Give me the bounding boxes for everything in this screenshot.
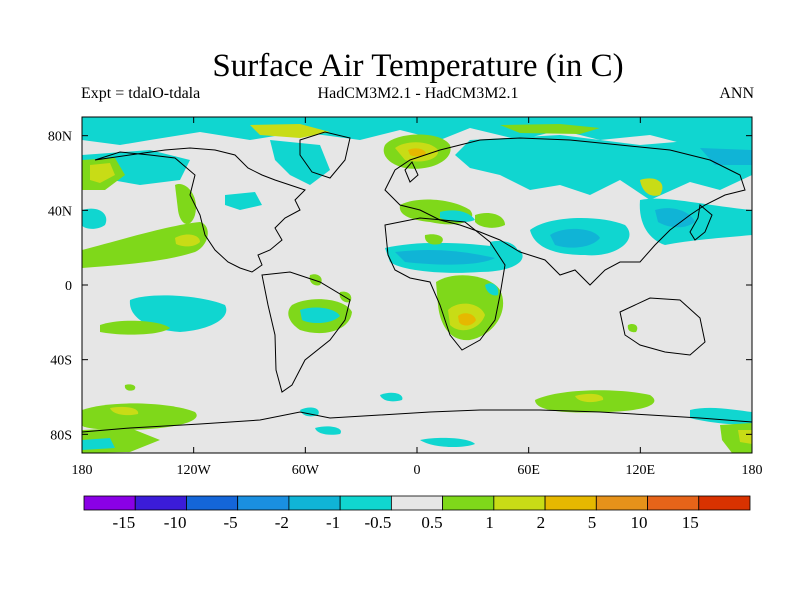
southern-ocean-yellow-west xyxy=(110,406,139,416)
us-east-cyan xyxy=(225,192,262,210)
colorbar: -15 -10 -5 -2 -1 -0.5 0.5 1 2 5 10 15 xyxy=(83,495,751,532)
coastlines xyxy=(82,131,752,433)
tibet-lightblue xyxy=(550,228,600,248)
y-tick-label: 40N xyxy=(48,204,72,219)
southern-ocean-cyan-mid2 xyxy=(315,426,341,435)
caspian-green xyxy=(475,213,505,228)
coast-eurasia xyxy=(384,137,746,286)
colorbar-swatch xyxy=(442,495,495,511)
x-tick-label: 60E xyxy=(517,463,540,478)
south-pacific-green xyxy=(100,320,170,335)
colorbar-swatch xyxy=(288,495,341,511)
experiment-label: Expt = tdalO-tdala xyxy=(81,85,201,102)
colorbar-swatch xyxy=(595,495,648,511)
npacific-yellow xyxy=(175,234,200,247)
antarctic-cyan-west xyxy=(82,438,115,450)
map-title: Surface Air Temperature (in C) xyxy=(212,48,624,84)
arctic-yellow-patch xyxy=(250,124,330,138)
colorbar-swatch xyxy=(83,495,136,511)
x-tick-label: 180 xyxy=(742,463,763,478)
samerica-cyan xyxy=(300,307,340,324)
colorbar-swatch xyxy=(390,495,444,511)
colorbar-swatch xyxy=(493,495,546,511)
colorbar-label: -15 xyxy=(113,513,136,532)
mediterranean-cyan xyxy=(440,210,475,223)
colorbar-label: 15 xyxy=(682,513,699,532)
coast-uk xyxy=(404,161,419,183)
coast-south-america xyxy=(261,271,351,393)
x-tick-label: 120W xyxy=(177,463,212,478)
southern-ocean-cyan-mid xyxy=(300,407,319,417)
alaska-yellow xyxy=(90,163,115,183)
y-tick-label: 80S xyxy=(50,428,72,443)
colorbar-label: -2 xyxy=(275,513,289,532)
anomaly-fields xyxy=(82,117,752,453)
southern-ocean-cyan-atl xyxy=(380,392,403,402)
greenland-cyan xyxy=(270,140,330,185)
colorbar-label: 0.5 xyxy=(421,513,442,532)
x-tick-label: 180 xyxy=(72,463,93,478)
australia-green xyxy=(627,323,638,333)
period-label: ANN xyxy=(719,85,754,102)
sahara-green xyxy=(424,234,443,245)
antarctic-yellow-east xyxy=(738,430,752,444)
sahara-lightblue xyxy=(395,250,495,265)
npacific-green xyxy=(82,222,208,268)
colorbar-label: -10 xyxy=(164,513,187,532)
east-africa-cyan xyxy=(485,283,499,296)
antarctic-cyan-mid xyxy=(420,437,475,448)
coast-australia xyxy=(619,297,706,356)
japan-lightblue xyxy=(655,208,695,228)
southern-ocean-yellow-indian xyxy=(575,393,604,403)
coast-greenland xyxy=(299,131,351,179)
colorbar-label: 10 xyxy=(631,513,648,532)
colorbar-swatch xyxy=(237,495,290,511)
siberia-lightblue xyxy=(700,148,752,165)
npacific-cyan xyxy=(82,208,107,229)
coast-antarctica xyxy=(82,409,752,433)
scandinavia-orange xyxy=(408,148,426,157)
y-tick-label: 40S xyxy=(50,354,72,369)
colorbar-swatch xyxy=(698,495,751,511)
axis-tick-labels: 180 120W 60W 0 60E 120E 180 80N 40N 0 40S 80S xyxy=(48,130,763,478)
manchuria-yellow xyxy=(640,178,663,196)
x-tick-label: 60W xyxy=(292,463,320,478)
coast-north-america xyxy=(94,147,306,273)
arctic-cyan-band xyxy=(82,117,752,150)
colorbar-swatch xyxy=(647,495,700,511)
arctic-green-patch xyxy=(500,124,600,134)
samerica-north-green xyxy=(309,274,322,286)
southern-ocean-green-dots xyxy=(124,384,136,391)
y-tick-label: 0 xyxy=(65,279,72,294)
colorbar-swatch xyxy=(186,495,239,511)
x-tick-label: 0 xyxy=(414,463,421,478)
colorbar-label: 1 xyxy=(485,513,494,532)
colorbar-swatch xyxy=(134,495,187,511)
y-tick-label: 80N xyxy=(48,130,72,145)
coast-africa xyxy=(384,217,506,351)
coast-japan xyxy=(689,204,713,241)
sothern-ocean-green-west xyxy=(82,403,197,430)
x-tick-label: 120E xyxy=(626,463,656,478)
colorbar-label: -0.5 xyxy=(364,513,391,532)
colorbar-label: -5 xyxy=(224,513,238,532)
colorbar-swatch xyxy=(339,495,392,511)
colorbar-label: 5 xyxy=(588,513,597,532)
colorbar-label: -1 xyxy=(326,513,340,532)
colorbar-label: 2 xyxy=(537,513,546,532)
model-label: HadCM3M2.1 - HadCM3M2.1 xyxy=(317,85,519,102)
colorbar-swatch xyxy=(544,495,597,511)
siberia-cyan xyxy=(455,135,752,200)
south-africa-orange xyxy=(458,313,476,326)
axis-ticks xyxy=(81,117,753,453)
